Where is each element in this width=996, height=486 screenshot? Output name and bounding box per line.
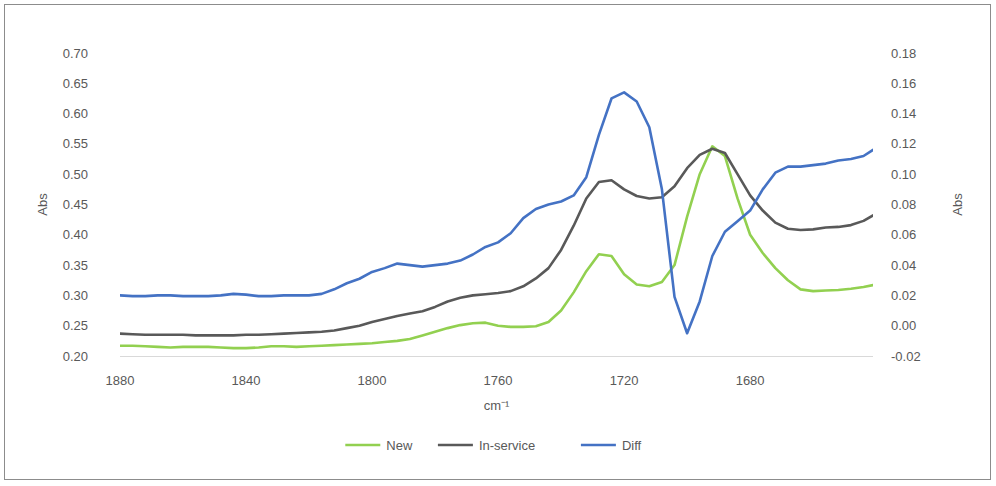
y-tick-label: 0.45 [63, 197, 88, 212]
y-tick-label: 0.60 [63, 106, 88, 121]
y-axis-title: Abs [35, 193, 50, 216]
background [1, 1, 996, 486]
legend: New In-service Diff [345, 438, 641, 453]
series-line [120, 92, 873, 333]
plot-area [120, 92, 873, 348]
chart: 0.20 0.25 0.30 0.35 0.40 0.45 0.50 0.55 0.60 0.65… [0, 0, 996, 486]
y-tick-label: 0.40 [63, 227, 88, 242]
y2-tick-label: 0.16 [891, 76, 916, 91]
y-tick-label: 0.70 [63, 46, 88, 61]
series-line [120, 146, 873, 348]
y2-tick-label: 0.06 [891, 227, 916, 242]
y-tick-label: 0.20 [63, 349, 88, 364]
y-tick-label: 0.65 [63, 76, 88, 91]
legend-label: New [386, 438, 413, 453]
legend-label: In-service [479, 438, 535, 453]
y2-tick-label: 0.04 [891, 258, 916, 273]
x-axis-title: cm⁻¹ [484, 398, 510, 413]
y2-axis-title: Abs [950, 193, 965, 216]
y2-tick-label: 0.00 [891, 318, 916, 333]
legend-swatch [581, 444, 616, 447]
y2-tick-label: 0.02 [891, 288, 916, 303]
legend-swatch [345, 444, 380, 447]
y2-tick-label: 0.10 [891, 167, 916, 182]
x-tick-label: 1680 [736, 373, 765, 388]
x-tick-label: 1880 [106, 373, 135, 388]
x-tick-label: 1760 [484, 373, 513, 388]
y-tick-label: 0.50 [63, 167, 88, 182]
y-tick-label: 0.25 [63, 318, 88, 333]
legend-label: Diff [622, 438, 642, 453]
y2-tick-label: -0.02 [891, 349, 921, 364]
chart-border [5, 5, 991, 480]
y-tick-label: 0.30 [63, 288, 88, 303]
x-tick-label: 1800 [358, 373, 387, 388]
x-tick-label: 1840 [232, 373, 261, 388]
x-axis-line [120, 356, 873, 357]
y-tick-label: 0.55 [63, 136, 88, 151]
y2-tick-label: 0.08 [891, 197, 916, 212]
y-tick-label: 0.35 [63, 258, 88, 273]
y2-tick-label: 0.12 [891, 136, 916, 151]
y2-tick-label: 0.18 [891, 46, 916, 61]
legend-swatch [438, 444, 473, 447]
y2-tick-label: 0.14 [891, 106, 916, 121]
x-tick-label: 1720 [610, 373, 639, 388]
